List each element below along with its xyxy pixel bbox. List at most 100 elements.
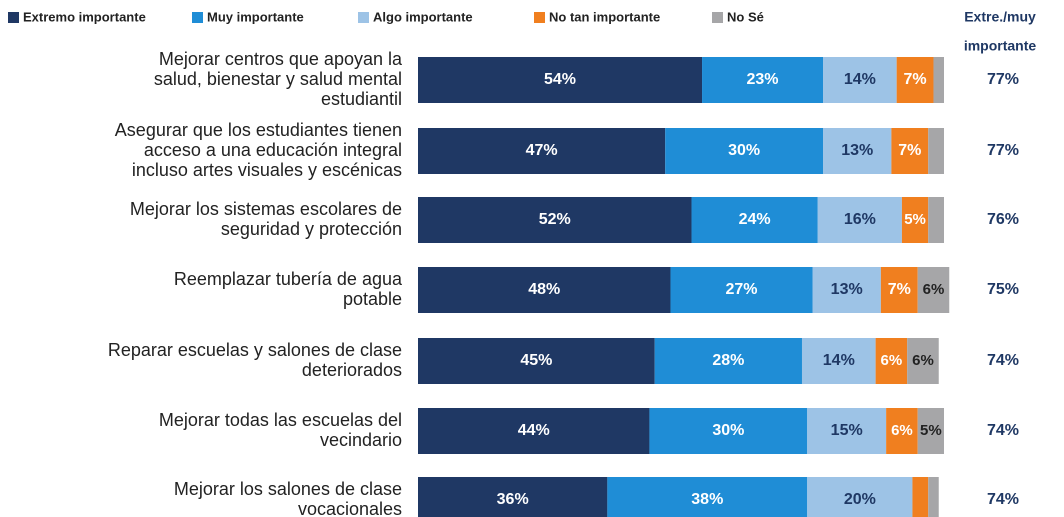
bar-segment — [607, 477, 808, 517]
bar-segment — [901, 197, 929, 243]
value-label: 5% — [920, 422, 942, 439]
category-label: Reparar escuelas y salones de clase — [108, 340, 402, 360]
total-label: 74% — [987, 422, 1019, 439]
category-label: salud, bienestar y salud mental — [154, 69, 402, 89]
total-label: 74% — [987, 491, 1019, 508]
bar-segment — [928, 197, 944, 243]
category-label: Mejorar los salones de clase — [174, 479, 402, 499]
value-label: 7% — [904, 71, 927, 88]
legend-label: Muy importante — [207, 9, 304, 24]
value-label: 6% — [891, 422, 913, 439]
bar-segment — [912, 477, 929, 517]
value-label: 30% — [728, 142, 760, 159]
value-label: 7% — [888, 281, 911, 298]
value-label: 44% — [518, 422, 550, 439]
bar-segment — [896, 57, 934, 103]
bar-segment — [928, 128, 944, 174]
legend-label: Algo importante — [373, 9, 473, 24]
category-label: seguridad y protección — [221, 219, 402, 239]
bar-segment — [654, 338, 802, 384]
bar-segment — [807, 408, 887, 454]
value-label: 6% — [881, 352, 903, 369]
value-label: 23% — [747, 71, 779, 88]
category-label: incluso artes visuales y escénicas — [132, 160, 402, 180]
legend-label: Extremo importante — [23, 9, 146, 24]
category-label: deteriorados — [302, 360, 402, 380]
bar-segment — [917, 267, 950, 313]
bar-segment — [917, 408, 944, 454]
bar-segment — [817, 197, 902, 243]
totals-header: Extre./muy — [964, 9, 1036, 25]
value-label: 27% — [725, 281, 757, 298]
bar-segment — [418, 408, 650, 454]
total-label: 74% — [987, 352, 1019, 369]
total-label: 76% — [987, 211, 1019, 228]
bar-segment — [886, 408, 918, 454]
bar-segment — [702, 57, 824, 103]
bar-segment — [649, 408, 808, 454]
bar-segment — [418, 57, 703, 103]
bar-segment — [891, 128, 929, 174]
total-label: 77% — [987, 71, 1019, 88]
category-label: Asegurar que los estudiantes tienen — [115, 120, 402, 140]
bar-segment — [933, 57, 944, 103]
value-label: 5% — [904, 211, 926, 228]
bar-segment — [875, 338, 908, 384]
value-label: 36% — [497, 491, 529, 508]
value-label: 20% — [844, 491, 876, 508]
legend-swatch — [192, 12, 203, 23]
value-label: 47% — [526, 142, 558, 159]
bar-segment — [801, 338, 876, 384]
bar-segment — [823, 57, 897, 103]
value-label: 28% — [712, 352, 744, 369]
bar-segment — [418, 267, 671, 313]
category-label: vocacionales — [298, 499, 402, 517]
bar-segment — [670, 267, 813, 313]
bar-segment — [812, 267, 881, 313]
value-label: 14% — [823, 352, 855, 369]
legend-swatch — [8, 12, 19, 23]
value-label: 14% — [844, 71, 876, 88]
legend-swatch — [534, 12, 545, 23]
value-label: 13% — [841, 142, 873, 159]
value-label: 52% — [539, 211, 571, 228]
legend-label: No Sé — [727, 9, 764, 24]
legend-swatch — [358, 12, 369, 23]
legend-label: No tan importante — [549, 9, 660, 24]
bar-segment — [807, 477, 913, 517]
value-label: 15% — [831, 422, 863, 439]
total-label: 75% — [987, 281, 1019, 298]
value-label: 38% — [691, 491, 723, 508]
bar-segment — [880, 267, 918, 313]
legend-swatch — [712, 12, 723, 23]
value-label: 30% — [712, 422, 744, 439]
value-label: 45% — [520, 352, 552, 369]
category-label: Mejorar todas las escuelas del — [159, 410, 402, 430]
category-label: potable — [343, 289, 402, 309]
category-label: Mejorar los sistemas escolares de — [130, 199, 402, 219]
category-label: Reemplazar tubería de agua — [174, 269, 403, 289]
category-label: estudiantil — [321, 89, 402, 109]
value-label: 13% — [831, 281, 863, 298]
bar-segment — [928, 477, 939, 517]
value-label: 16% — [844, 211, 876, 228]
bar-segment — [418, 128, 666, 174]
bar-segment — [418, 197, 692, 243]
bar-segment — [907, 338, 939, 384]
totals-header: importante — [964, 38, 1037, 54]
value-label: 48% — [528, 281, 560, 298]
value-label: 24% — [739, 211, 771, 228]
total-label: 77% — [987, 142, 1019, 159]
value-label: 6% — [923, 281, 945, 298]
bar-segment — [418, 338, 655, 384]
value-label: 6% — [912, 352, 934, 369]
bar-segment — [691, 197, 818, 243]
bar-segment — [823, 128, 892, 174]
category-label: vecindario — [320, 430, 402, 450]
category-label: acceso a una educación integral — [144, 140, 402, 160]
value-label: 54% — [544, 71, 576, 88]
category-label: Mejorar centros que apoyan la — [159, 49, 403, 69]
value-label: 7% — [898, 142, 921, 159]
bar-segment — [418, 477, 608, 517]
